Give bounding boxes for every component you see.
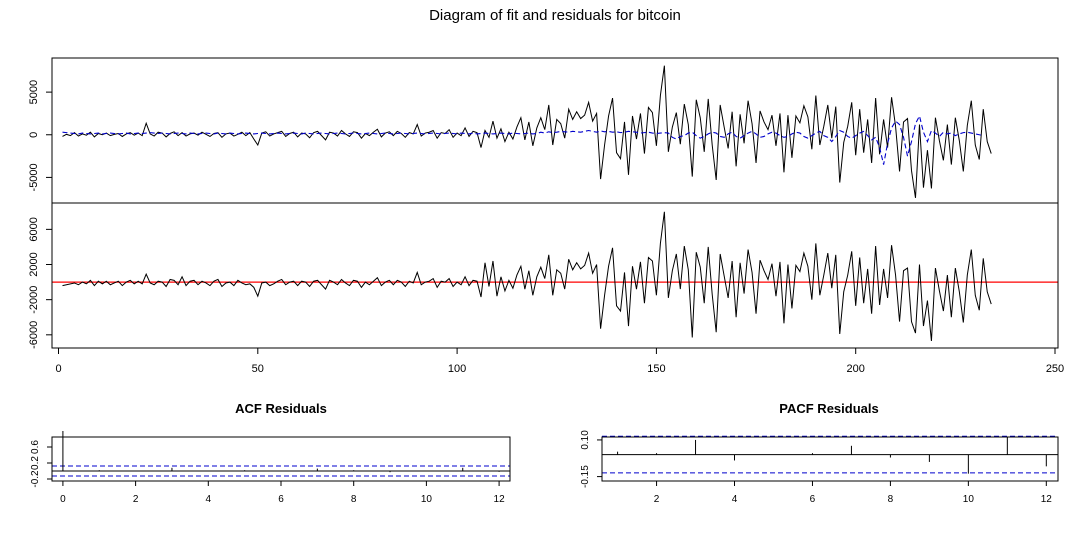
x-tick-label: 2: [133, 494, 139, 505]
x-tick-label: 250: [1046, 363, 1064, 375]
fit-panel: -5000 0 5000: [28, 57, 1059, 204]
y-tick-label: 0.2: [30, 456, 41, 470]
x-tick-label: 0: [60, 494, 66, 505]
fit-series-group: [62, 65, 992, 198]
y-tick-label: -2000: [28, 286, 40, 314]
pacf-panel: -0.15 0.10 2 4 6 8 10 12: [580, 430, 1059, 505]
x-tick-label: 100: [448, 363, 466, 375]
fit-series-fitted-line: [62, 114, 984, 165]
fit-series-observed-line: [62, 65, 992, 198]
x-tick-label: 8: [888, 494, 894, 505]
x-tick-label: 150: [647, 363, 665, 375]
y-tick-label: 0.10: [580, 430, 591, 450]
x-tick-label: 12: [1041, 494, 1053, 505]
y-tick-label: -0.2: [30, 470, 41, 488]
y-tick-label: -6000: [28, 321, 40, 349]
x-tick-label: 50: [252, 363, 264, 375]
y-tick-label: 6000: [28, 217, 40, 241]
residuals-series-group: [62, 211, 992, 342]
pacf-title: PACF Residuals: [779, 401, 878, 416]
x-tick-label: 4: [206, 494, 212, 505]
y-tick-label: 0: [28, 132, 40, 138]
pacf-frame: [601, 436, 1059, 482]
residuals-panel: -6000 -2000 2000 6000 0 50 100 150 200 250: [28, 202, 1064, 375]
x-tick-label: 6: [810, 494, 816, 505]
residuals-frame: [51, 202, 1059, 349]
y-tick-label: -0.15: [580, 465, 591, 488]
x-tick-label: 4: [732, 494, 738, 505]
x-tick-label: 8: [351, 494, 357, 505]
x-tick-label: 10: [963, 494, 975, 505]
y-tick-label: 2000: [28, 252, 40, 276]
x-tick-label: 0: [55, 363, 61, 375]
x-tick-label: 2: [654, 494, 660, 505]
x-tick-label: 200: [847, 363, 865, 375]
acf-frame: [51, 436, 511, 482]
y-tick-label: 0.6: [30, 440, 41, 454]
y-tick-label: 5000: [28, 80, 40, 104]
x-tick-label: 6: [278, 494, 284, 505]
chart-title: Diagram of fit and residuals for bitcoin: [429, 7, 681, 24]
residuals-series-observed-line: [62, 211, 992, 342]
acf-title: ACF Residuals: [235, 401, 327, 416]
x-tick-label: 10: [421, 494, 433, 505]
y-tick-label: -5000: [28, 163, 40, 191]
acf-panel: -0.20.2 0.6 0 2 4 6 8 10 12: [30, 431, 511, 505]
x-tick-label: 12: [494, 494, 506, 505]
